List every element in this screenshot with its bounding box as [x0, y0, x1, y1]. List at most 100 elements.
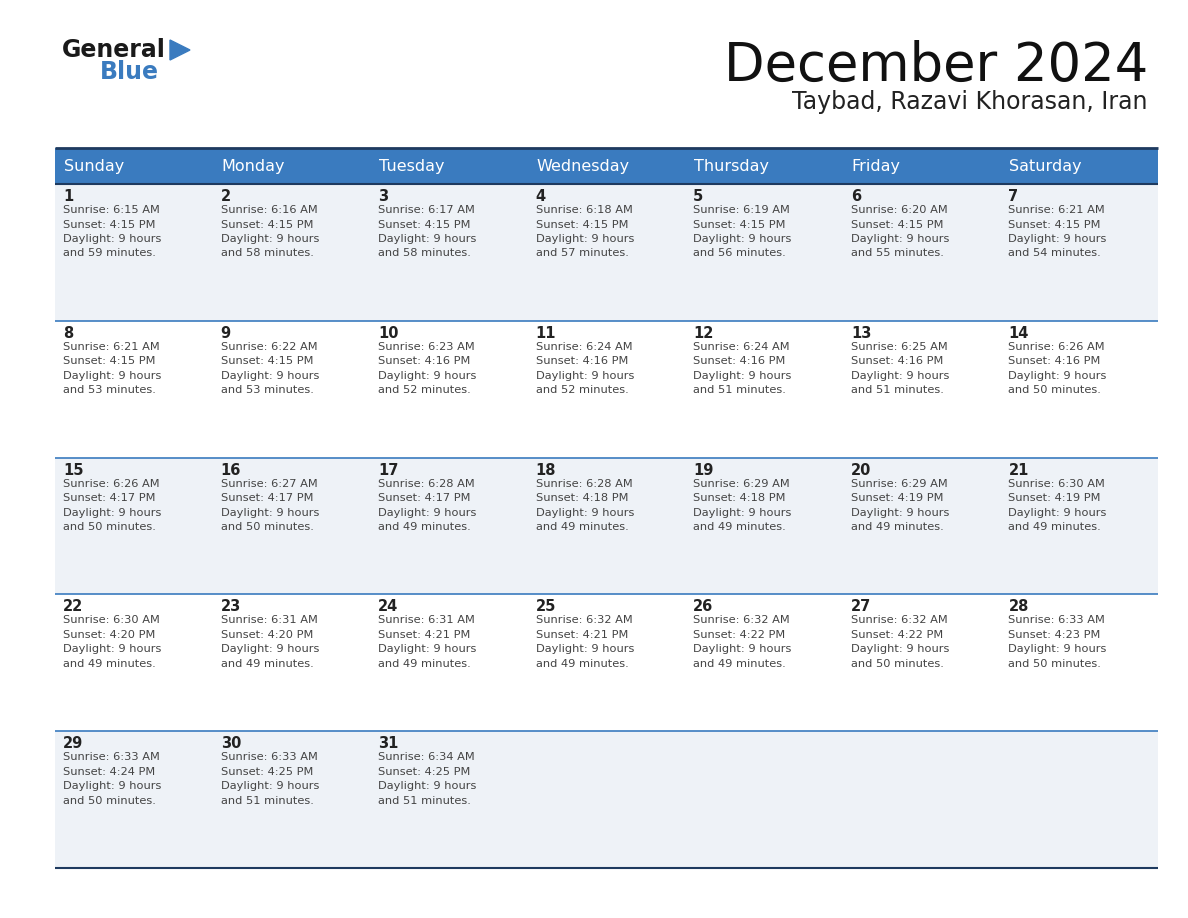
Bar [1000, 148, 1158, 184]
Text: and 50 minutes.: and 50 minutes. [1009, 386, 1101, 396]
Text: Daylight: 9 hours: Daylight: 9 hours [63, 371, 162, 381]
Text: Daylight: 9 hours: Daylight: 9 hours [536, 234, 634, 244]
Text: Sunset: 4:21 PM: Sunset: 4:21 PM [536, 630, 628, 640]
Text: and 50 minutes.: and 50 minutes. [1009, 659, 1101, 669]
Text: Sunrise: 6:24 AM: Sunrise: 6:24 AM [694, 341, 790, 352]
Text: Tuesday: Tuesday [379, 159, 444, 174]
Text: Sunrise: 6:32 AM: Sunrise: 6:32 AM [536, 615, 632, 625]
Text: Sunset: 4:16 PM: Sunset: 4:16 PM [536, 356, 628, 366]
Text: Sunset: 4:23 PM: Sunset: 4:23 PM [1009, 630, 1101, 640]
Text: and 59 minutes.: and 59 minutes. [63, 249, 156, 259]
Text: Daylight: 9 hours: Daylight: 9 hours [63, 234, 162, 244]
Text: 12: 12 [694, 326, 714, 341]
Text: Sunrise: 6:30 AM: Sunrise: 6:30 AM [63, 615, 160, 625]
Text: Sunset: 4:16 PM: Sunset: 4:16 PM [378, 356, 470, 366]
Text: Daylight: 9 hours: Daylight: 9 hours [694, 371, 791, 381]
Text: Sunrise: 6:34 AM: Sunrise: 6:34 AM [378, 752, 475, 762]
Text: Sunrise: 6:30 AM: Sunrise: 6:30 AM [1009, 478, 1105, 488]
Text: Blue: Blue [100, 60, 159, 84]
Text: Daylight: 9 hours: Daylight: 9 hours [1009, 644, 1107, 655]
Text: Daylight: 9 hours: Daylight: 9 hours [221, 644, 318, 655]
Text: 13: 13 [851, 326, 871, 341]
Text: 19: 19 [694, 463, 714, 477]
Text: 30: 30 [221, 736, 241, 751]
Text: Sunset: 4:20 PM: Sunset: 4:20 PM [221, 630, 312, 640]
Text: Sunset: 4:16 PM: Sunset: 4:16 PM [1009, 356, 1101, 366]
Text: Sunset: 4:16 PM: Sunset: 4:16 PM [851, 356, 943, 366]
Text: Daylight: 9 hours: Daylight: 9 hours [536, 644, 634, 655]
Text: Daylight: 9 hours: Daylight: 9 hours [851, 234, 949, 244]
Text: Sunset: 4:15 PM: Sunset: 4:15 PM [694, 219, 785, 230]
Text: 9: 9 [221, 326, 230, 341]
Text: 1: 1 [63, 189, 74, 204]
Text: and 58 minutes.: and 58 minutes. [378, 249, 470, 259]
Text: Sunset: 4:18 PM: Sunset: 4:18 PM [694, 493, 785, 503]
Text: Sunrise: 6:31 AM: Sunrise: 6:31 AM [221, 615, 317, 625]
Text: and 53 minutes.: and 53 minutes. [63, 386, 156, 396]
Text: 6: 6 [851, 189, 861, 204]
Text: Daylight: 9 hours: Daylight: 9 hours [378, 508, 476, 518]
Text: Sunrise: 6:27 AM: Sunrise: 6:27 AM [221, 478, 317, 488]
Text: Sunrise: 6:26 AM: Sunrise: 6:26 AM [1009, 341, 1105, 352]
Text: Sunset: 4:19 PM: Sunset: 4:19 PM [851, 493, 943, 503]
Text: 7: 7 [1009, 189, 1018, 204]
Text: Daylight: 9 hours: Daylight: 9 hours [221, 508, 318, 518]
Text: Sunset: 4:25 PM: Sunset: 4:25 PM [378, 767, 470, 777]
Text: 15: 15 [63, 463, 83, 477]
Text: Sunset: 4:20 PM: Sunset: 4:20 PM [63, 630, 156, 640]
Bar [685, 148, 842, 184]
Text: Sunrise: 6:24 AM: Sunrise: 6:24 AM [536, 341, 632, 352]
Bar [55, 320, 1158, 457]
Polygon shape [170, 40, 190, 60]
Text: 11: 11 [536, 326, 556, 341]
Text: Daylight: 9 hours: Daylight: 9 hours [378, 781, 476, 791]
Text: Sunset: 4:18 PM: Sunset: 4:18 PM [536, 493, 628, 503]
Bar [55, 457, 1158, 594]
Text: Sunrise: 6:28 AM: Sunrise: 6:28 AM [378, 478, 475, 488]
Text: Sunrise: 6:17 AM: Sunrise: 6:17 AM [378, 205, 475, 215]
Text: Sunset: 4:17 PM: Sunset: 4:17 PM [221, 493, 314, 503]
Text: Friday: Friday [852, 159, 901, 174]
Text: Sunrise: 6:16 AM: Sunrise: 6:16 AM [221, 205, 317, 215]
Text: and 49 minutes.: and 49 minutes. [378, 659, 470, 669]
Text: and 49 minutes.: and 49 minutes. [63, 659, 156, 669]
Text: Sunset: 4:17 PM: Sunset: 4:17 PM [378, 493, 470, 503]
Text: Sunrise: 6:26 AM: Sunrise: 6:26 AM [63, 478, 159, 488]
Text: 8: 8 [63, 326, 74, 341]
Text: Sunset: 4:17 PM: Sunset: 4:17 PM [63, 493, 156, 503]
Bar [55, 732, 1158, 868]
Text: Taybad, Razavi Khorasan, Iran: Taybad, Razavi Khorasan, Iran [792, 90, 1148, 114]
Text: Sunrise: 6:21 AM: Sunrise: 6:21 AM [63, 341, 159, 352]
Text: and 51 minutes.: and 51 minutes. [851, 386, 943, 396]
Text: and 49 minutes.: and 49 minutes. [694, 659, 786, 669]
Text: General: General [62, 38, 166, 62]
Text: and 49 minutes.: and 49 minutes. [536, 522, 628, 532]
Text: 10: 10 [378, 326, 399, 341]
Text: 31: 31 [378, 736, 398, 751]
Text: and 49 minutes.: and 49 minutes. [378, 522, 470, 532]
Text: Daylight: 9 hours: Daylight: 9 hours [851, 644, 949, 655]
Text: and 50 minutes.: and 50 minutes. [221, 522, 314, 532]
Text: Sunrise: 6:18 AM: Sunrise: 6:18 AM [536, 205, 632, 215]
Text: Daylight: 9 hours: Daylight: 9 hours [63, 508, 162, 518]
Text: 2: 2 [221, 189, 230, 204]
Text: Sunset: 4:16 PM: Sunset: 4:16 PM [694, 356, 785, 366]
Text: and 50 minutes.: and 50 minutes. [851, 659, 943, 669]
Text: and 52 minutes.: and 52 minutes. [536, 386, 628, 396]
Text: and 49 minutes.: and 49 minutes. [851, 522, 943, 532]
Text: Sunday: Sunday [64, 159, 125, 174]
Text: and 51 minutes.: and 51 minutes. [221, 796, 314, 806]
Text: December 2024: December 2024 [723, 40, 1148, 92]
Text: Sunrise: 6:21 AM: Sunrise: 6:21 AM [1009, 205, 1105, 215]
Text: Daylight: 9 hours: Daylight: 9 hours [1009, 234, 1107, 244]
Text: and 49 minutes.: and 49 minutes. [536, 659, 628, 669]
Text: and 55 minutes.: and 55 minutes. [851, 249, 943, 259]
Text: Sunrise: 6:29 AM: Sunrise: 6:29 AM [851, 478, 948, 488]
Text: Sunset: 4:19 PM: Sunset: 4:19 PM [1009, 493, 1101, 503]
Text: and 49 minutes.: and 49 minutes. [221, 659, 314, 669]
Bar [527, 148, 685, 184]
Text: Daylight: 9 hours: Daylight: 9 hours [63, 781, 162, 791]
Text: 14: 14 [1009, 326, 1029, 341]
Text: Daylight: 9 hours: Daylight: 9 hours [536, 508, 634, 518]
Text: 18: 18 [536, 463, 556, 477]
